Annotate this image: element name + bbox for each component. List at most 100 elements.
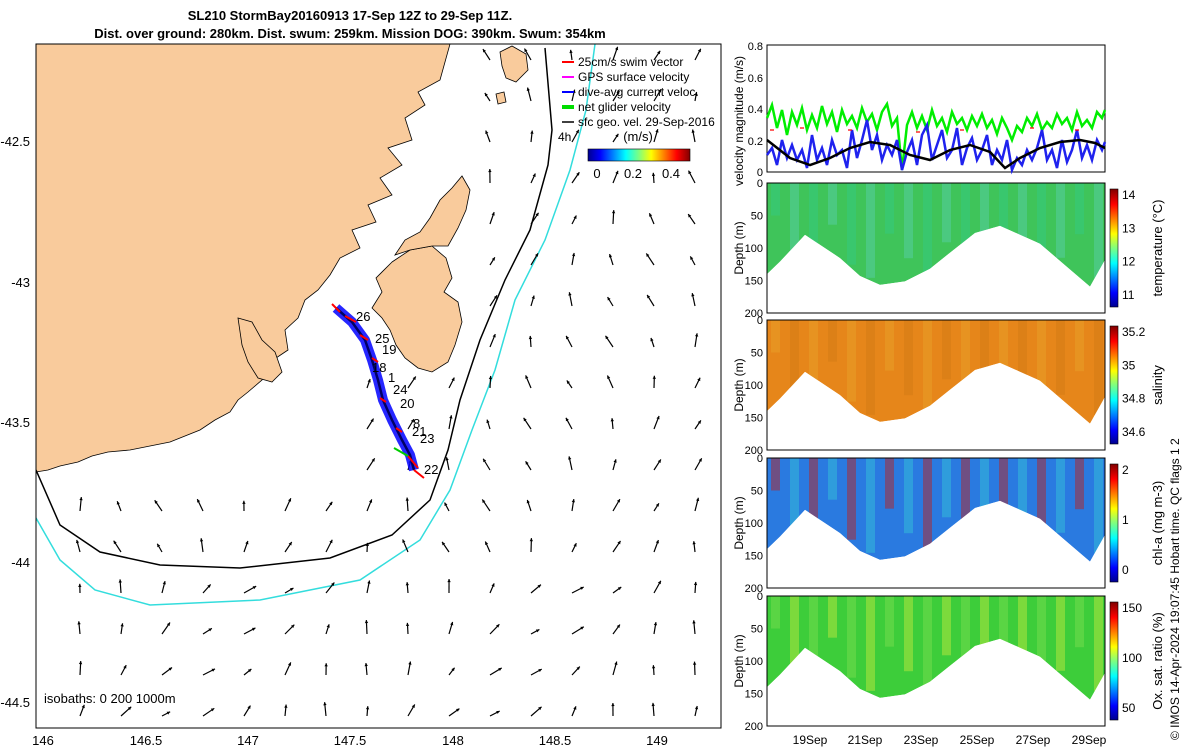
section-colorbar	[1109, 601, 1119, 721]
lon-ticks: 146 146.5 147 147.5 148 148.5 149	[32, 733, 668, 748]
track-label: 26	[356, 309, 370, 324]
date-tick: 19Sep	[793, 733, 828, 747]
velocity-arrowhead	[605, 335, 609, 340]
track-label: 24	[393, 382, 407, 397]
section-texture	[809, 596, 818, 688]
velocity-arrowhead	[647, 294, 651, 299]
section-texture	[961, 183, 970, 251]
section-texture	[904, 183, 913, 259]
section-panel-temperature: 0 50 100 150 200 Depth (m) 11 12 13 14 temperature…	[732, 178, 1165, 320]
velocity-arrowhead	[573, 215, 577, 219]
section-texture	[828, 320, 837, 362]
isobath-1000m	[36, 44, 596, 606]
velocity-arrowhead	[525, 375, 529, 379]
velocity-arrowhead	[242, 500, 246, 504]
section-ytick: 150	[745, 689, 763, 701]
velocity-arrowhead	[116, 501, 120, 505]
velocity-arrowhead	[120, 623, 124, 627]
colorbar-tick: 50	[1122, 701, 1136, 715]
isobaths-label: isobaths: 0 200 1000m	[44, 691, 176, 706]
colorbar-tick: 11	[1122, 288, 1135, 302]
velocity-arrowhead	[288, 542, 292, 546]
track-label: 19	[382, 342, 396, 357]
section-texture	[828, 183, 837, 225]
velocity-arrowhead	[365, 542, 369, 547]
section-texture	[771, 596, 780, 629]
velocity-ytick: 0	[757, 167, 763, 179]
section-texture	[961, 458, 970, 526]
colorbar-label: chl-a (mg m-3)	[1150, 481, 1165, 566]
section-texture	[923, 320, 932, 417]
section-texture	[942, 458, 951, 518]
section-texture	[1037, 183, 1046, 280]
section-texture	[904, 320, 913, 396]
velocity-arrowhead	[162, 581, 166, 585]
track-label: 23	[420, 431, 434, 446]
section-ytick: 50	[751, 211, 763, 223]
section-texture	[999, 183, 1008, 251]
colorbar-tick: 1	[1122, 513, 1129, 527]
velocity-arrowhead	[607, 297, 611, 301]
velocity-arrowhead	[611, 702, 615, 707]
velocity-arrowhead	[697, 377, 701, 382]
velocity-arrowhead	[450, 621, 454, 626]
colorbar-tick: 14	[1122, 188, 1136, 202]
section-texture	[1018, 320, 1027, 380]
section-colorbar	[1109, 463, 1119, 583]
colorbar-label: salinity	[1150, 365, 1165, 405]
velocity-arrowhead	[208, 628, 212, 632]
velocity-ytick: 0.2	[748, 136, 763, 148]
velocity-arrowhead	[405, 582, 410, 586]
velocity-arrowhead	[608, 254, 613, 258]
velocity-arrowhead	[529, 538, 534, 542]
velocity-arrowhead	[525, 461, 529, 465]
velocity-arrowhead	[81, 704, 85, 709]
velocity-arrowhead	[496, 624, 500, 628]
section-texture	[999, 458, 1008, 526]
velocity-arrowhead	[485, 541, 489, 545]
velocity-arrowhead	[650, 337, 654, 342]
velocity-arrowhead	[412, 376, 416, 380]
glider-track	[335, 307, 416, 471]
velocity-arrowhead	[78, 661, 83, 665]
section-texture	[1075, 596, 1084, 648]
velocity-arrowhead	[364, 663, 368, 667]
velocity-arrowhead	[652, 375, 656, 379]
section-texture	[1056, 458, 1065, 533]
velocity-arrowhead	[526, 499, 530, 504]
map-legend: 25cm/s swim vector GPS surface velocity …	[558, 55, 715, 181]
legend-label: 25cm/s swim vector	[578, 55, 683, 69]
velocity-arrowhead	[694, 706, 699, 710]
velocity-arrowhead	[118, 579, 122, 583]
velocity-arrowhead	[532, 173, 536, 177]
section-texture	[771, 320, 780, 353]
velocity-arrowhead	[615, 46, 619, 51]
section-texture	[885, 320, 894, 371]
velocity-arrowhead	[607, 375, 611, 379]
velocity-green-series	[765, 100, 1107, 171]
velocity-arrowhead	[698, 458, 702, 462]
section-texture	[942, 596, 951, 656]
velocity-arrowhead	[445, 457, 449, 461]
section-texture	[1037, 458, 1046, 555]
lat-ticks: -42.5 -43 -43.5 -44 -44.5	[0, 134, 30, 710]
section-texture	[847, 183, 856, 265]
velocity-arrowhead	[157, 543, 161, 548]
velocity-arrowhead	[370, 418, 374, 423]
lon-tick: 146.5	[130, 733, 163, 748]
section-texture	[1018, 183, 1027, 243]
track-labels: 26 25 19 18 1 24 20 8 21 23 22	[356, 309, 438, 477]
velocity-arrowhead	[444, 502, 448, 507]
track-label: 8	[413, 416, 420, 431]
section-ytick: 100	[745, 518, 763, 530]
section-ylabel: Depth (m)	[732, 221, 746, 274]
section-texture	[809, 320, 818, 412]
section-texture	[771, 458, 780, 491]
colorbar-tick: 0.2	[624, 166, 642, 181]
velocity-arrowhead	[653, 622, 658, 626]
velocity-arrowhead	[616, 90, 620, 95]
track-label: 25	[375, 331, 389, 346]
velocity-arrowhead	[651, 665, 656, 669]
lat-tick: -43.5	[0, 415, 30, 430]
